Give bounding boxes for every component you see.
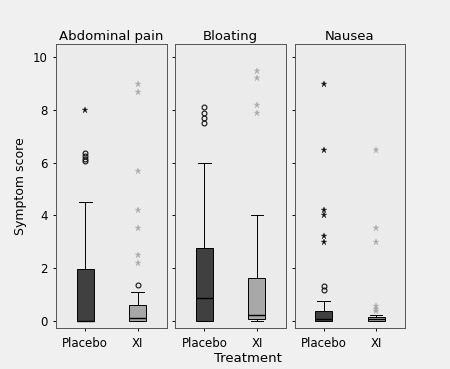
Title: Abdominal pain: Abdominal pain [59, 30, 164, 43]
Bar [77, 269, 94, 321]
Title: Nausea: Nausea [325, 30, 375, 43]
Bar [248, 279, 266, 319]
Bar [196, 248, 213, 321]
Bar [129, 305, 146, 321]
Bar [368, 317, 384, 321]
Text: Treatment: Treatment [214, 352, 281, 365]
Y-axis label: Symptom score: Symptom score [14, 138, 27, 235]
Title: Bloating: Bloating [203, 30, 258, 43]
Bar [315, 311, 332, 321]
